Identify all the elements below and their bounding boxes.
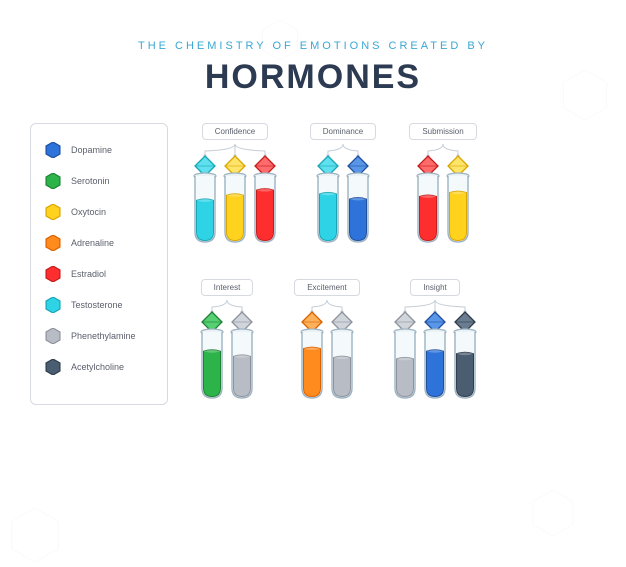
bg-hexagon	[8, 508, 62, 567]
legend-item: Serotonin	[45, 173, 151, 189]
page-title: HORMONES	[0, 58, 626, 97]
test-tube	[315, 154, 341, 249]
test-tube	[222, 154, 248, 249]
test-tube	[452, 310, 478, 405]
test-tube	[229, 310, 255, 405]
legend-item: Phenethylamine	[45, 328, 151, 344]
emotion-block: Insight	[392, 279, 478, 405]
connector-lines	[392, 300, 478, 308]
legend-item: Estradiol	[45, 266, 151, 282]
test-tube	[415, 154, 441, 249]
test-tube	[192, 154, 218, 249]
connector-lines	[415, 144, 471, 152]
hormone-name: Acetylcholine	[71, 362, 124, 372]
emotion-label: Excitement	[294, 279, 360, 296]
hormone-hex-icon	[45, 235, 61, 251]
test-tube	[329, 310, 355, 405]
connector-lines	[315, 144, 371, 152]
emotion-grid: Confidence	[192, 123, 596, 405]
emotion-label: Interest	[201, 279, 254, 296]
tube-group	[192, 154, 278, 249]
hormone-name: Estradiol	[71, 269, 106, 279]
emotion-label: Submission	[409, 123, 476, 140]
hormone-hex-icon	[45, 173, 61, 189]
emotion-label: Confidence	[202, 123, 268, 140]
page-subtitle: THE CHEMISTRY OF EMOTIONS CREATED BY	[0, 40, 626, 52]
hormone-hex-icon	[45, 266, 61, 282]
tube-group	[415, 154, 471, 249]
emotion-label: Insight	[410, 279, 460, 296]
emotion-block: Confidence	[192, 123, 278, 249]
hormone-name: Testosterone	[71, 300, 123, 310]
test-tube	[345, 154, 371, 249]
hormone-hex-icon	[45, 297, 61, 313]
tube-group	[392, 310, 478, 405]
test-tube	[422, 310, 448, 405]
test-tube	[252, 154, 278, 249]
hormone-name: Phenethylamine	[71, 331, 136, 341]
tube-group	[315, 154, 371, 249]
test-tube	[445, 154, 471, 249]
test-tube	[392, 310, 418, 405]
emotion-label: Dominance	[310, 123, 376, 140]
legend-item: Testosterone	[45, 297, 151, 313]
hormone-name: Dopamine	[71, 145, 112, 155]
hormone-hex-icon	[45, 359, 61, 375]
hormone-hex-icon	[45, 204, 61, 220]
connector-lines	[199, 300, 255, 308]
hormone-name: Oxytocin	[71, 207, 106, 217]
legend-item: Oxytocin	[45, 204, 151, 220]
emotion-row: Interest Excitement	[192, 279, 596, 405]
hormone-hex-icon	[45, 328, 61, 344]
tube-group	[199, 310, 255, 405]
emotion-row: Confidence	[192, 123, 596, 249]
legend-item: Dopamine	[45, 142, 151, 158]
hormone-name: Serotonin	[71, 176, 110, 186]
emotion-block: Submission	[408, 123, 478, 249]
connector-lines	[299, 300, 355, 308]
test-tube	[299, 310, 325, 405]
legend-item: Acetylcholine	[45, 359, 151, 375]
hormone-hex-icon	[45, 142, 61, 158]
bg-hexagon	[530, 490, 576, 541]
test-tube	[199, 310, 225, 405]
emotion-block: Dominance	[308, 123, 378, 249]
tube-group	[299, 310, 355, 405]
legend-panel: Dopamine Serotonin Oxytocin Adrenaline E…	[30, 123, 168, 405]
hormone-name: Adrenaline	[71, 238, 114, 248]
connector-lines	[192, 144, 278, 152]
emotion-block: Interest	[192, 279, 262, 405]
legend-item: Adrenaline	[45, 235, 151, 251]
emotion-block: Excitement	[292, 279, 362, 405]
